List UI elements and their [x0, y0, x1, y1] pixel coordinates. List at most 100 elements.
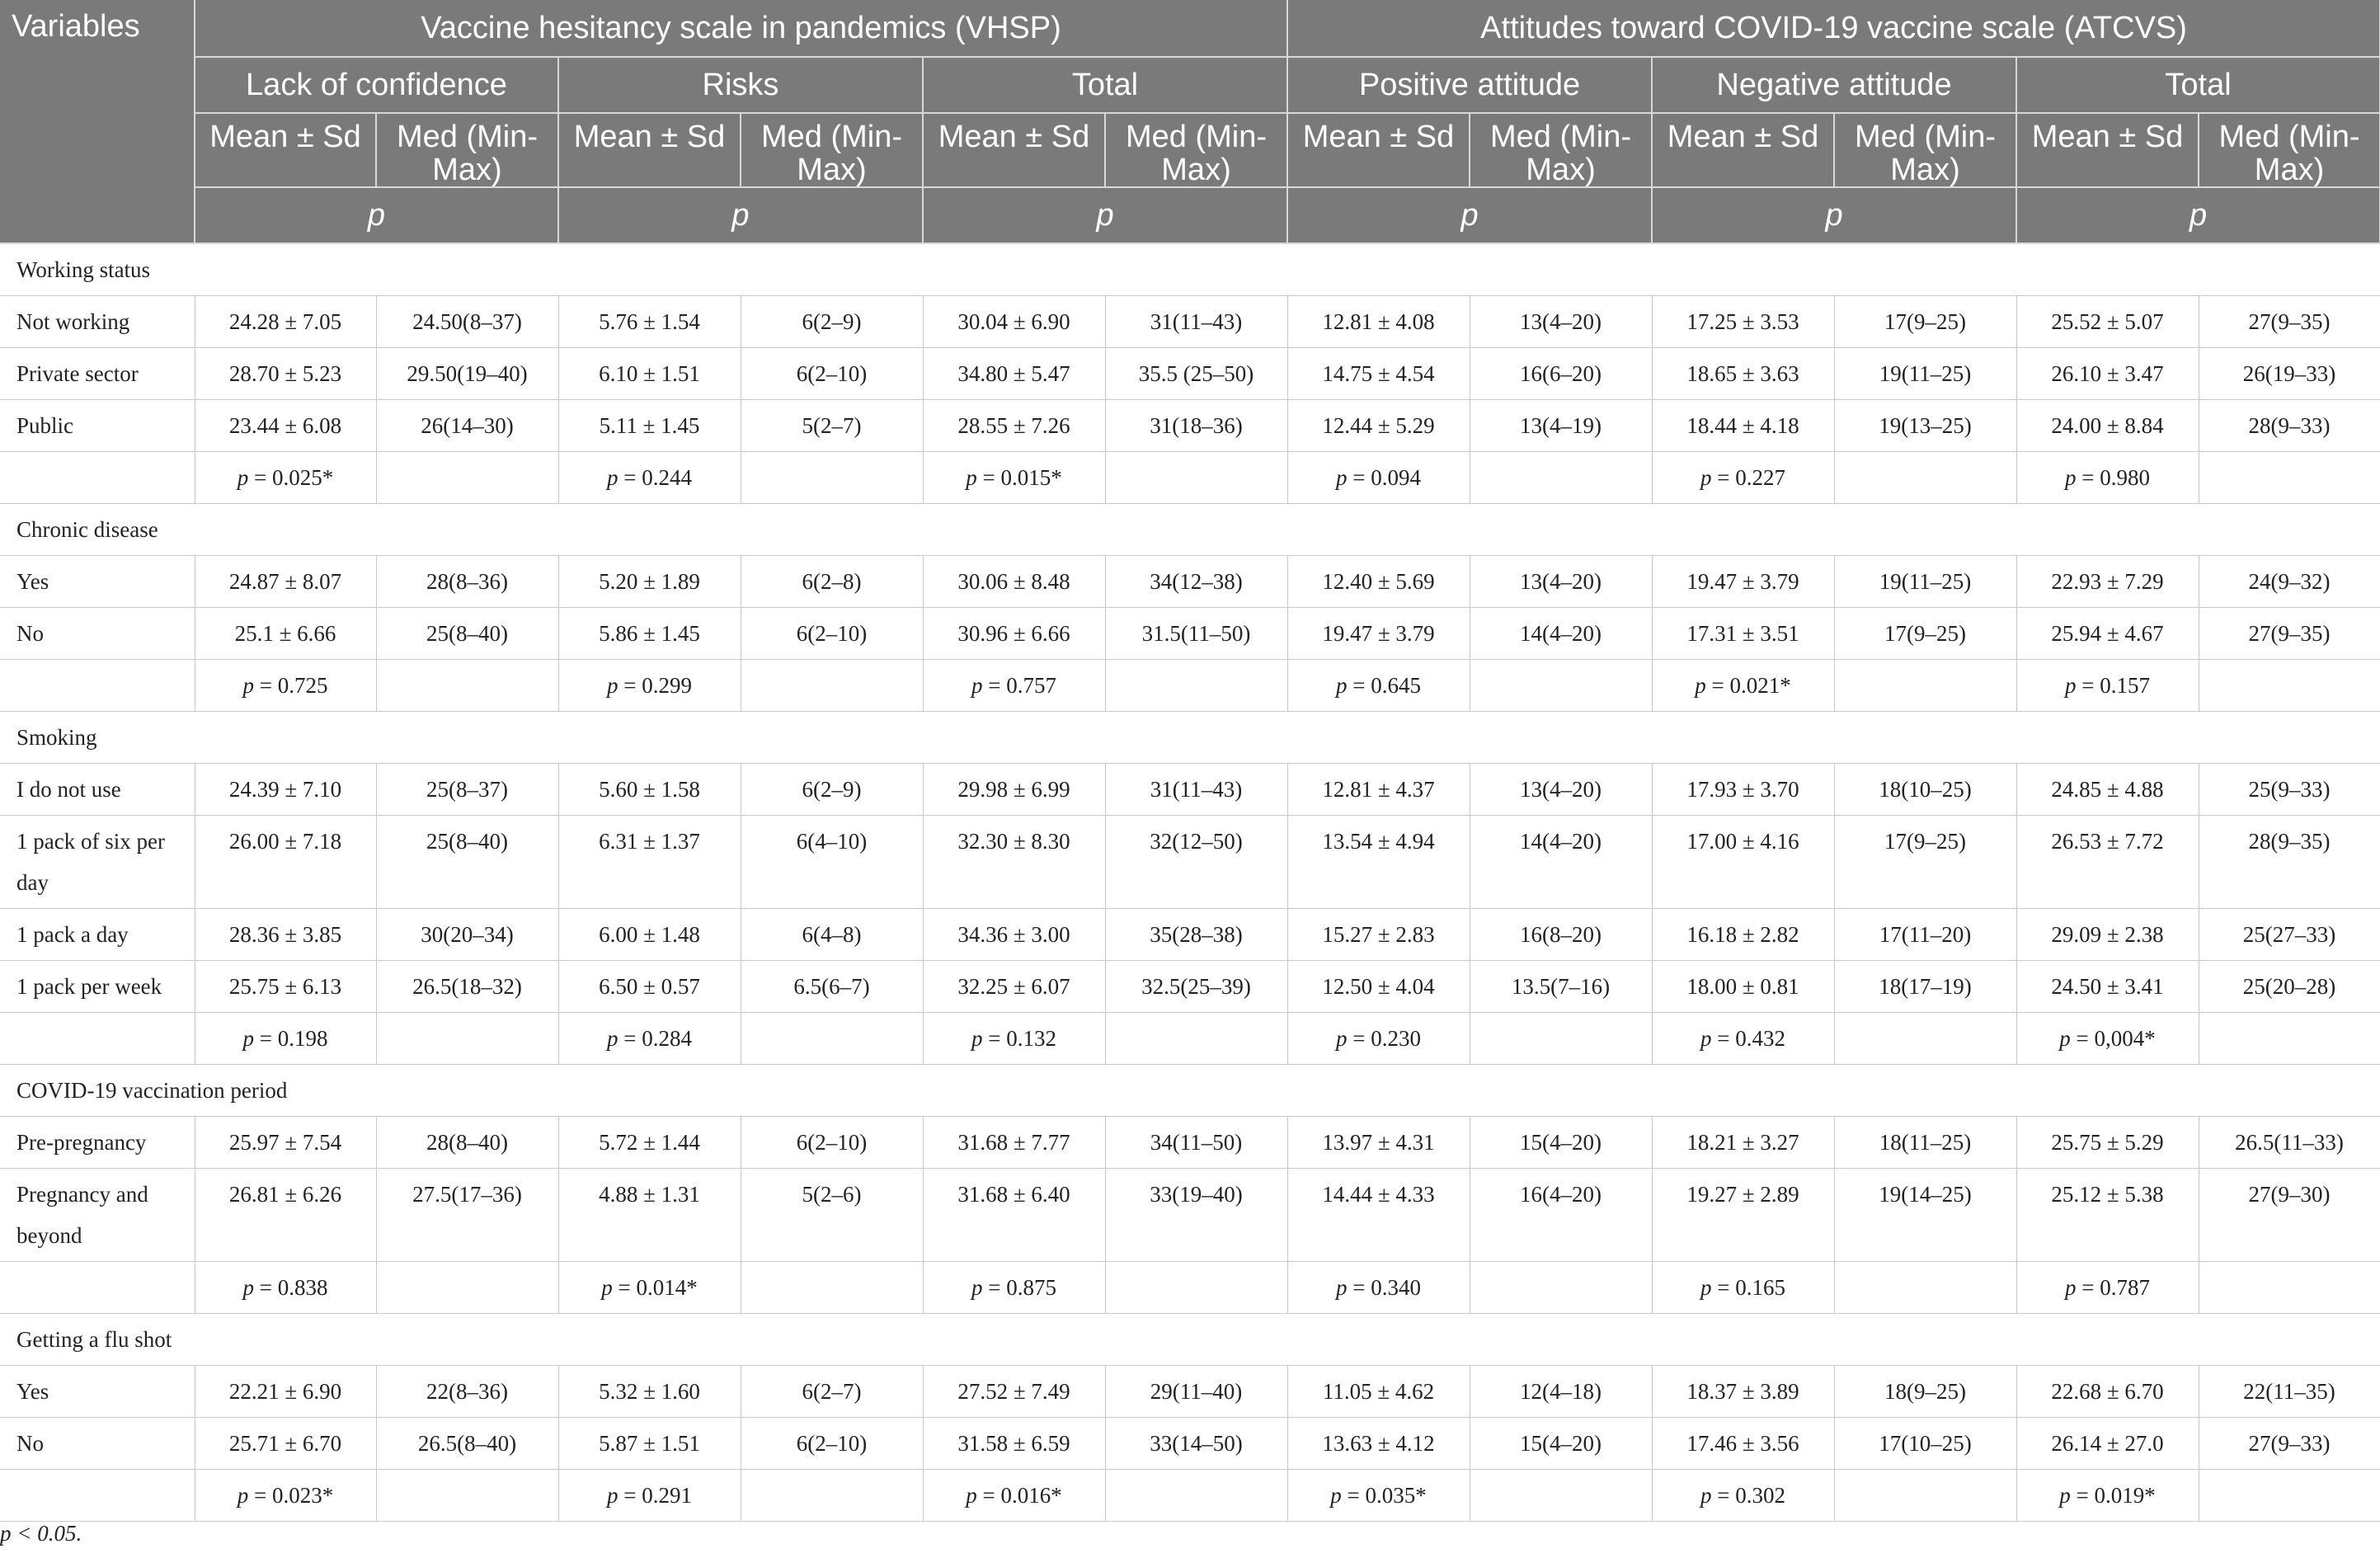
empty-cell: [2199, 1012, 2380, 1065]
median-cell: 16(8–20): [1470, 908, 1653, 961]
mean-sd-cell: 13.97 ± 4.31: [1287, 1116, 1470, 1169]
mean-sd-cell: 13.63 ± 4.12: [1287, 1417, 1470, 1470]
p-value-cell: p = 0.725: [195, 659, 377, 712]
mean-sd-cell: 26.10 ± 3.47: [2016, 347, 2199, 400]
mean-sd-cell: 25.97 ± 7.54: [195, 1116, 377, 1169]
p-value-cell: p = 0.015*: [923, 451, 1106, 504]
p-value-cell: p = 0.157: [2016, 659, 2199, 712]
median-cell: 26(14–30): [376, 399, 559, 452]
p-header: p: [558, 187, 924, 244]
mean-sd-header: Mean ± Sd: [195, 113, 377, 188]
mean-sd-cell: 26.53 ± 7.72: [2016, 815, 2199, 909]
mean-sd-cell: 18.65 ± 3.63: [1652, 347, 1835, 400]
mean-sd-header: Mean ± Sd: [2016, 113, 2200, 188]
row-label: Pregnancy and beyond: [0, 1168, 195, 1262]
median-cell: 25(8–40): [376, 815, 559, 909]
mean-sd-cell: 23.44 ± 6.08: [195, 399, 377, 452]
mean-sd-cell: 31.58 ± 6.59: [923, 1417, 1106, 1470]
p-value-cell: p = 0,004*: [2016, 1012, 2199, 1065]
median-cell: 31(11–43): [1105, 763, 1288, 816]
median-cell: 35.5 (25–50): [1105, 347, 1288, 400]
p-value-cell: p = 0.291: [558, 1469, 741, 1522]
mean-sd-header: Mean ± Sd: [558, 113, 741, 188]
empty-cell: [376, 451, 559, 504]
mean-sd-cell: 31.68 ± 6.40: [923, 1168, 1106, 1262]
median-cell: 24(9–32): [2199, 555, 2380, 608]
empty-cell: [0, 1012, 195, 1065]
group-row: Getting a flu shot: [0, 1313, 2380, 1366]
mean-sd-cell: 6.00 ± 1.48: [558, 908, 741, 961]
mean-sd-cell: 24.50 ± 3.41: [2016, 960, 2199, 1013]
mean-sd-cell: 30.06 ± 8.48: [923, 555, 1106, 608]
p-value-row: p = 0.725 p = 0.299 p = 0.757 p = 0.645 p = …: [0, 659, 2380, 712]
median-cell: 22(11–35): [2199, 1365, 2380, 1418]
mean-sd-cell: 25.1 ± 6.66: [195, 607, 377, 660]
empty-cell: [1470, 1012, 1653, 1065]
p-value-cell: p = 0.227: [1652, 451, 1835, 504]
median-cell: 5(2–6): [741, 1168, 924, 1262]
empty-cell: [1470, 1261, 1653, 1314]
p-header: p: [2016, 187, 2380, 244]
mean-sd-cell: 12.81 ± 4.37: [1287, 763, 1470, 816]
empty-cell: [376, 1469, 559, 1522]
median-cell: 28(9–35): [2199, 815, 2380, 909]
row-label: 1 pack a day: [0, 908, 195, 961]
median-cell: 19(11–25): [1834, 347, 2017, 400]
p-value-cell: p = 0.302: [1652, 1469, 1835, 1522]
median-cell: 35(28–38): [1105, 908, 1288, 961]
median-cell: 24.50(8–37): [376, 295, 559, 348]
median-cell: 6(2–8): [741, 555, 924, 608]
mean-sd-cell: 14.44 ± 4.33: [1287, 1168, 1470, 1262]
mean-sd-cell: 4.88 ± 1.31: [558, 1168, 741, 1262]
table-row: Yes 22.21 ± 6.90 22(8–36) 5.32 ± 1.60 6(2–7)…: [0, 1365, 2380, 1418]
row-label: Pre-pregnancy: [0, 1116, 195, 1169]
mean-sd-cell: 19.47 ± 3.79: [1287, 607, 1470, 660]
median-cell: 18(17–19): [1834, 960, 2017, 1013]
median-cell: 19(13–25): [1834, 399, 2017, 452]
p-value-cell: p = 0.198: [195, 1012, 377, 1065]
median-cell: 22(8–36): [376, 1365, 559, 1418]
median-cell: 31(18–36): [1105, 399, 1288, 452]
empty-cell: [741, 1261, 924, 1314]
median-cell: 28(9–33): [2199, 399, 2380, 452]
mean-sd-cell: 26.00 ± 7.18: [195, 815, 377, 909]
group-title: Working status: [0, 243, 2380, 296]
median-cell: 6(2–9): [741, 295, 924, 348]
subscale-header: Negative attitude: [1652, 57, 2018, 114]
median-cell: 27(9–35): [2199, 607, 2380, 660]
median-header: Med (Min-Max): [1470, 113, 1653, 188]
median-header: Med (Min-Max): [1105, 113, 1289, 188]
median-cell: 6(4–10): [741, 815, 924, 909]
mean-sd-cell: 28.55 ± 7.26: [923, 399, 1106, 452]
empty-cell: [1470, 1469, 1653, 1522]
mean-sd-cell: 28.36 ± 3.85: [195, 908, 377, 961]
p-value-cell: p = 0.645: [1287, 659, 1470, 712]
mean-sd-cell: 5.60 ± 1.58: [558, 763, 741, 816]
table-row: Private sector 28.70 ± 5.23 29.50(19–40) 6.…: [0, 347, 2380, 400]
row-label: Public: [0, 399, 195, 452]
mean-sd-cell: 15.27 ± 2.83: [1287, 908, 1470, 961]
median-cell: 27.5(17–36): [376, 1168, 559, 1262]
mean-sd-cell: 18.37 ± 3.89: [1652, 1365, 1835, 1418]
mean-sd-cell: 30.04 ± 6.90: [923, 295, 1106, 348]
median-cell: 6(2–10): [741, 1116, 924, 1169]
median-cell: 33(19–40): [1105, 1168, 1288, 1262]
mean-sd-cell: 29.09 ± 2.38: [2016, 908, 2199, 961]
mean-sd-cell: 19.47 ± 3.79: [1652, 555, 1835, 608]
p-value-row: p = 0.023* p = 0.291 p = 0.016* p = 0.035* p…: [0, 1469, 2380, 1522]
row-label: No: [0, 1417, 195, 1470]
median-header: Med (Min-Max): [2199, 113, 2380, 188]
mean-sd-cell: 14.75 ± 4.54: [1287, 347, 1470, 400]
mean-sd-cell: 31.68 ± 7.77: [923, 1116, 1106, 1169]
p-value-cell: p = 0.132: [923, 1012, 1106, 1065]
median-cell: 6(2–10): [741, 1417, 924, 1470]
median-cell: 34(11–50): [1105, 1116, 1288, 1169]
mean-sd-cell: 25.71 ± 6.70: [195, 1417, 377, 1470]
median-cell: 28(8–36): [376, 555, 559, 608]
empty-cell: [1105, 1012, 1288, 1065]
empty-cell: [0, 1261, 195, 1314]
mean-sd-cell: 16.18 ± 2.82: [1652, 908, 1835, 961]
median-cell: 13.5(7–16): [1470, 960, 1653, 1013]
empty-cell: [1105, 659, 1288, 712]
empty-cell: [376, 1012, 559, 1065]
